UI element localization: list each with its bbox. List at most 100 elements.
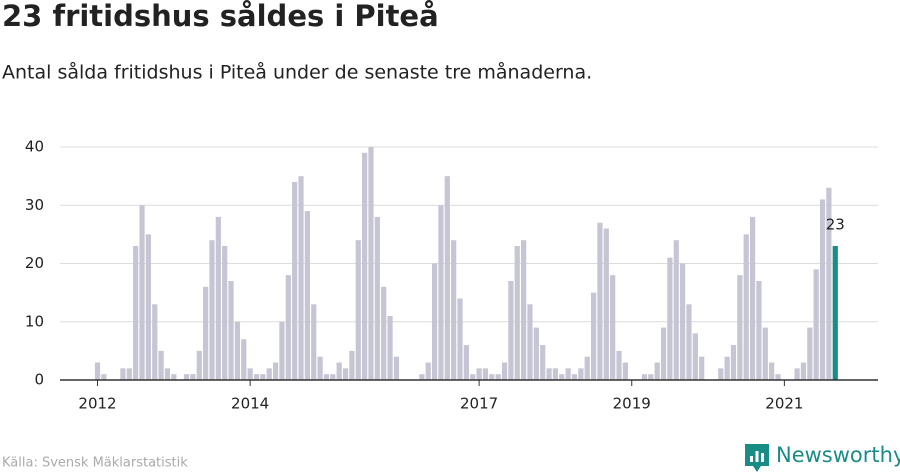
bar <box>660 327 667 380</box>
bar <box>540 345 546 380</box>
bar <box>552 368 559 380</box>
bar <box>749 216 756 380</box>
x-tick-label: 2021 <box>765 395 803 413</box>
bar <box>546 368 552 380</box>
bar <box>438 205 444 380</box>
bar <box>393 356 400 380</box>
bar <box>667 257 673 380</box>
bar <box>699 356 705 380</box>
bar <box>387 315 393 380</box>
logo: Newsworthy <box>745 443 900 472</box>
bar <box>323 374 330 380</box>
bar <box>584 356 590 380</box>
bar <box>374 216 380 380</box>
bar <box>495 374 501 380</box>
bar <box>253 374 260 380</box>
bar <box>673 240 679 380</box>
bar <box>648 374 654 380</box>
bar <box>311 304 317 380</box>
bar <box>730 345 737 380</box>
bar <box>800 362 807 380</box>
bar <box>610 275 616 380</box>
bar <box>807 327 813 380</box>
bar <box>692 333 698 380</box>
bar <box>183 374 190 380</box>
bar <box>794 368 800 380</box>
x-tick-label: 2017 <box>460 395 498 413</box>
bar <box>126 368 132 380</box>
bar <box>724 356 730 380</box>
bar <box>463 345 469 380</box>
bar <box>654 362 660 380</box>
bar <box>94 362 101 380</box>
bar <box>775 374 781 380</box>
bar <box>349 350 355 380</box>
bar <box>603 228 609 380</box>
y-tick-label: 10 <box>25 312 44 330</box>
chart-title: 23 fritidshus såldes i Piteå <box>2 0 439 33</box>
bar <box>355 240 361 380</box>
bar <box>769 362 775 380</box>
y-tick-label: 30 <box>25 196 44 214</box>
bar <box>171 374 177 380</box>
chart-subtitle: Antal sålda fritidshus i Piteå under de … <box>2 61 592 84</box>
bar <box>718 368 724 380</box>
bar <box>330 374 336 380</box>
bar <box>743 234 749 380</box>
bar <box>298 176 304 380</box>
bar <box>209 240 215 380</box>
y-tick-label: 40 <box>25 138 44 156</box>
bar <box>501 362 508 380</box>
bar <box>680 263 686 380</box>
bar <box>514 246 520 380</box>
bar <box>686 304 692 380</box>
y-tick-label: 20 <box>25 254 44 272</box>
bar <box>145 234 151 380</box>
bar <box>222 246 228 380</box>
bar <box>616 350 622 380</box>
bar <box>597 222 603 380</box>
bar <box>590 292 597 380</box>
bar <box>215 216 221 380</box>
bar <box>737 275 743 380</box>
x-tick-label: 2019 <box>613 395 651 413</box>
bar <box>489 374 495 380</box>
bar <box>234 321 241 380</box>
bar <box>451 240 457 380</box>
bar <box>521 240 527 380</box>
bar <box>228 280 234 380</box>
value-label: 23 <box>826 216 845 234</box>
bar <box>336 362 342 380</box>
bar <box>832 246 838 380</box>
bar <box>565 368 571 380</box>
bar <box>819 199 826 380</box>
bar <box>164 368 171 380</box>
bar <box>641 374 648 380</box>
bar <box>152 304 158 380</box>
bar <box>476 368 482 380</box>
bar <box>508 280 514 380</box>
bar <box>381 286 387 380</box>
bar <box>362 152 368 380</box>
bar <box>292 181 298 380</box>
source: Källa: Svensk Mäklarstatistik <box>2 456 188 471</box>
bar <box>457 298 463 380</box>
bar <box>425 362 431 380</box>
bar <box>203 286 209 380</box>
bar <box>133 246 139 380</box>
logo-bar <box>750 456 753 462</box>
y-tick-label: 0 <box>34 371 44 389</box>
bar <box>260 374 266 380</box>
bar <box>241 339 247 380</box>
bar <box>266 368 272 380</box>
logo-text: Newsworthy <box>776 443 900 467</box>
bar <box>285 275 291 380</box>
bar <box>279 321 285 380</box>
bar <box>196 350 202 380</box>
bar <box>813 269 819 380</box>
bar <box>317 356 323 380</box>
bar <box>533 327 539 380</box>
bar <box>559 374 565 380</box>
bar <box>578 368 584 380</box>
bar <box>444 176 450 380</box>
